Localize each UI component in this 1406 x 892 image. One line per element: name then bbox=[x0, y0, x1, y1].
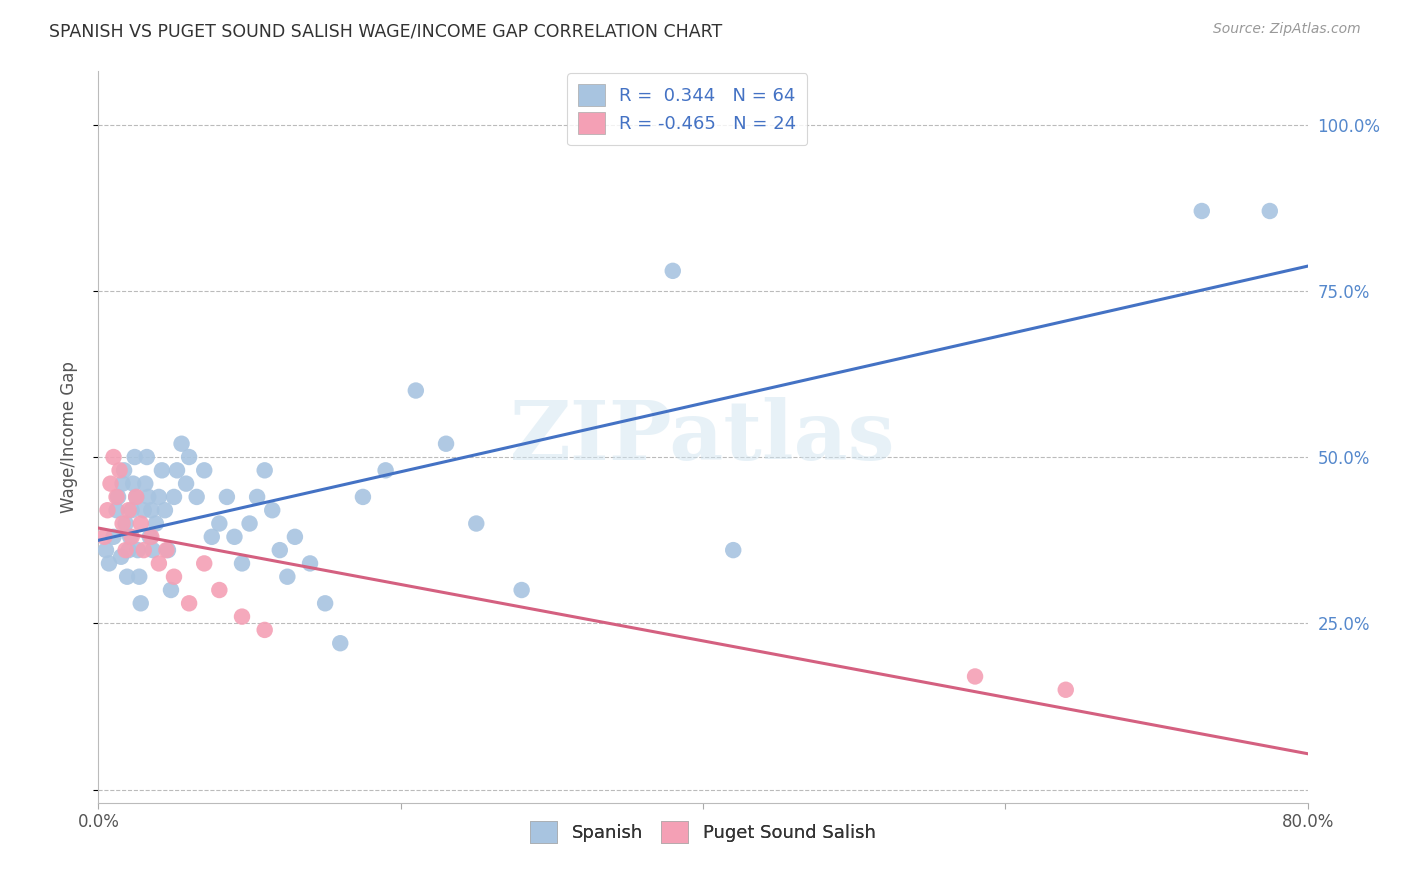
Point bbox=[103, 450, 125, 464]
Point bbox=[127, 543, 149, 558]
Text: ZIPatlas: ZIPatlas bbox=[510, 397, 896, 477]
Point bbox=[1191, 204, 1213, 219]
Point bbox=[253, 463, 276, 477]
Point bbox=[120, 530, 142, 544]
Point bbox=[150, 463, 173, 477]
Point bbox=[215, 490, 238, 504]
Point bbox=[115, 570, 138, 584]
Point bbox=[262, 503, 284, 517]
Point bbox=[231, 557, 253, 571]
Point bbox=[142, 543, 165, 558]
Point bbox=[246, 490, 269, 504]
Point bbox=[129, 596, 152, 610]
Point bbox=[231, 609, 253, 624]
Point bbox=[125, 490, 148, 504]
Point bbox=[132, 543, 155, 558]
Point bbox=[239, 516, 262, 531]
Point bbox=[269, 543, 291, 558]
Point bbox=[186, 490, 208, 504]
Point bbox=[103, 530, 125, 544]
Point bbox=[179, 450, 201, 464]
Point bbox=[148, 490, 170, 504]
Point bbox=[114, 516, 136, 531]
Point bbox=[129, 516, 152, 531]
Point bbox=[141, 503, 163, 517]
Point bbox=[105, 490, 128, 504]
Point bbox=[156, 543, 179, 558]
Point bbox=[124, 450, 146, 464]
Point bbox=[163, 570, 186, 584]
Point bbox=[110, 549, 132, 564]
Point bbox=[134, 476, 156, 491]
Point bbox=[111, 516, 134, 531]
Point bbox=[108, 463, 131, 477]
Point bbox=[434, 436, 457, 450]
Point bbox=[201, 530, 224, 544]
Point bbox=[121, 530, 143, 544]
Point bbox=[465, 516, 488, 531]
Point bbox=[148, 557, 170, 571]
Point bbox=[193, 463, 215, 477]
Point bbox=[112, 463, 135, 477]
Point bbox=[153, 503, 176, 517]
Point bbox=[107, 490, 129, 504]
Point bbox=[405, 384, 427, 398]
Point bbox=[314, 596, 336, 610]
Point bbox=[118, 543, 141, 558]
Point bbox=[121, 503, 143, 517]
Y-axis label: Wage/Income Gap: Wage/Income Gap bbox=[59, 361, 77, 513]
Point bbox=[155, 543, 177, 558]
Point bbox=[284, 530, 307, 544]
Point bbox=[965, 669, 987, 683]
Point bbox=[224, 530, 246, 544]
Point bbox=[208, 516, 231, 531]
Text: Source: ZipAtlas.com: Source: ZipAtlas.com bbox=[1213, 22, 1361, 37]
Point bbox=[141, 530, 163, 544]
Point bbox=[122, 476, 145, 491]
Point bbox=[723, 543, 745, 558]
Point bbox=[179, 596, 201, 610]
Point bbox=[136, 490, 159, 504]
Point bbox=[374, 463, 396, 477]
Point bbox=[118, 503, 141, 517]
Point bbox=[1258, 204, 1281, 219]
Text: SPANISH VS PUGET SOUND SALISH WAGE/INCOME GAP CORRELATION CHART: SPANISH VS PUGET SOUND SALISH WAGE/INCOM… bbox=[49, 22, 723, 40]
Legend: Spanish, Puget Sound Salish: Spanish, Puget Sound Salish bbox=[522, 813, 884, 852]
Point bbox=[105, 503, 128, 517]
Point bbox=[299, 557, 322, 571]
Point bbox=[193, 557, 215, 571]
Point bbox=[163, 490, 186, 504]
Point bbox=[510, 582, 533, 597]
Point bbox=[100, 476, 122, 491]
Point bbox=[139, 530, 162, 544]
Point bbox=[352, 490, 374, 504]
Point bbox=[174, 476, 197, 491]
Point bbox=[111, 476, 134, 491]
Point bbox=[160, 582, 183, 597]
Point bbox=[132, 503, 155, 517]
Point bbox=[253, 623, 276, 637]
Point bbox=[166, 463, 188, 477]
Point bbox=[145, 516, 167, 531]
Point bbox=[96, 503, 118, 517]
Point bbox=[135, 450, 157, 464]
Point bbox=[208, 582, 231, 597]
Point bbox=[170, 436, 193, 450]
Point bbox=[125, 490, 148, 504]
Point bbox=[93, 530, 115, 544]
Point bbox=[276, 570, 298, 584]
Point bbox=[128, 570, 150, 584]
Point bbox=[94, 543, 117, 558]
Point bbox=[661, 264, 683, 278]
Point bbox=[329, 636, 352, 650]
Point bbox=[114, 543, 136, 558]
Point bbox=[98, 557, 121, 571]
Point bbox=[1054, 682, 1077, 697]
